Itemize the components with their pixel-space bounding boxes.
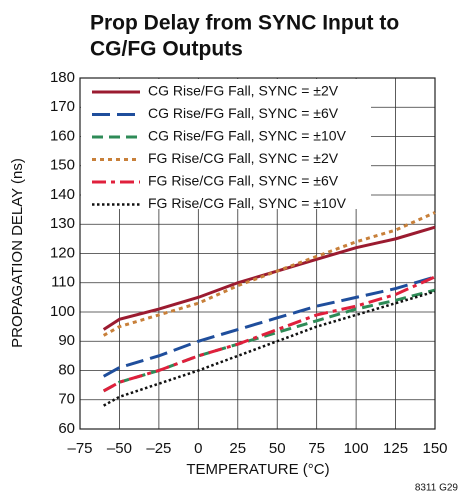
y-tick-label: 60 [58, 420, 75, 437]
legend-label: FG Rise/CG Fall, SYNC = ±6V [148, 173, 339, 189]
legend-label: CG Rise/FG Fall, SYNC = ±2V [148, 83, 339, 99]
footnote: 8311 G29 [415, 483, 459, 494]
x-tick-label: 150 [422, 440, 447, 457]
x-tick-label: 100 [344, 440, 369, 457]
y-tick-label: 180 [50, 69, 75, 86]
y-tick-label: 70 [58, 391, 75, 408]
x-tick-label: 75 [308, 440, 325, 457]
y-tick-label: 120 [50, 244, 75, 261]
legend-label: FG Rise/CG Fall, SYNC = ±2V [148, 150, 339, 166]
chart-title: CG/FG Outputs [90, 38, 243, 61]
y-tick-label: 90 [58, 332, 75, 349]
series-line [102, 275, 436, 378]
y-tick-label: 100 [50, 303, 75, 320]
series-line [102, 275, 436, 393]
y-tick-label: 130 [50, 215, 75, 232]
legend-label: CG Rise/FG Fall, SYNC = ±10V [148, 128, 347, 144]
y-tick-label: 140 [50, 186, 75, 203]
series-line [103, 290, 436, 407]
legend-label: CG Rise/FG Fall, SYNC = ±6V [148, 105, 339, 121]
x-tick-label: –75 [67, 440, 92, 457]
legend-box [81, 79, 371, 209]
x-axis-label: TEMPERATURE (°C) [186, 461, 329, 478]
y-axis-label: PROPAGATION DELAY (ns) [9, 158, 26, 348]
series-line [102, 288, 436, 393]
x-tick-label: 25 [229, 440, 246, 457]
series-line [102, 225, 436, 331]
legend-label: FG Rise/CG Fall, SYNC = ±10V [148, 195, 347, 211]
x-tick-label: –25 [146, 440, 171, 457]
plot-frame [79, 77, 436, 430]
y-tick-label: 110 [51, 274, 75, 291]
y-tick-label: 150 [50, 157, 75, 174]
y-tick-label: 80 [58, 361, 75, 378]
x-tick-label: –50 [107, 440, 132, 457]
x-tick-label: 50 [269, 440, 286, 457]
x-tick-label: 125 [383, 440, 408, 457]
series-line [102, 211, 436, 337]
y-tick-label: 170 [50, 98, 75, 115]
x-tick-label: 0 [194, 440, 202, 457]
y-tick-label: 160 [50, 127, 75, 144]
chart-title: Prop Delay from SYNC Input to [90, 12, 399, 35]
